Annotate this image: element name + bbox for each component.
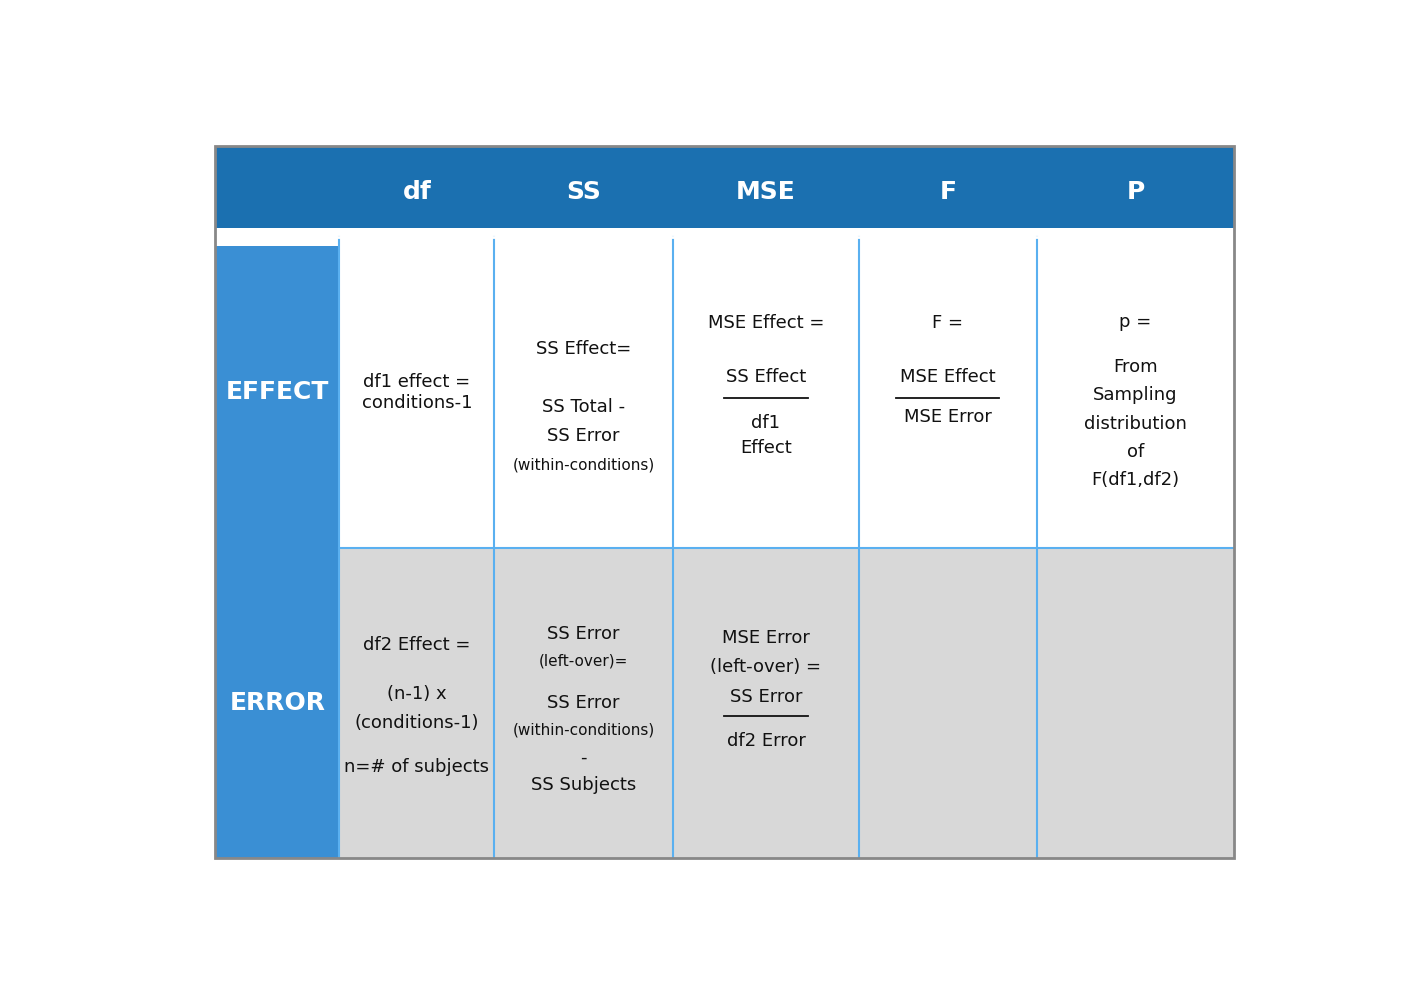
Bar (215, 548, 339, 858)
Text: SS Total -: SS Total - (542, 398, 625, 415)
Text: MSE Effect =: MSE Effect = (708, 314, 824, 332)
Bar (495, 548, 673, 858)
Text: SS: SS (566, 180, 601, 204)
Text: -: - (580, 748, 587, 766)
Text: distribution: distribution (1085, 414, 1186, 432)
Text: df: df (403, 180, 431, 204)
Text: (left-over)=: (left-over)= (539, 654, 628, 669)
Text: n=# of subjects: n=# of subjects (345, 757, 489, 775)
Bar (860, 548, 1036, 858)
Text: SS Error: SS Error (730, 688, 802, 706)
Text: MSE Error: MSE Error (904, 408, 991, 425)
Bar (215, 228, 1234, 247)
Bar (1036, 548, 1234, 858)
Text: df1 effect =
conditions-1: df1 effect = conditions-1 (362, 373, 472, 412)
Text: P: P (1127, 180, 1144, 204)
Text: MSE: MSE (737, 180, 796, 204)
Text: (left-over) =: (left-over) = (710, 658, 822, 676)
Text: MSE Error: MSE Error (723, 628, 810, 647)
Text: (n-1) x: (n-1) x (387, 685, 447, 703)
Bar (215, 146, 1234, 238)
Text: SS Effect=: SS Effect= (536, 340, 631, 358)
Text: F =: F = (932, 314, 963, 332)
Text: of: of (1127, 442, 1144, 461)
Bar (860, 238, 1036, 548)
Text: df1: df1 (751, 414, 781, 432)
Text: SS Error: SS Error (547, 625, 619, 643)
Bar (1036, 238, 1234, 548)
Text: SS Error: SS Error (547, 427, 619, 445)
Text: SS Effect: SS Effect (725, 368, 806, 386)
Text: SS Subjects: SS Subjects (530, 776, 636, 794)
Text: df2 Effect =: df2 Effect = (363, 635, 471, 653)
Text: EFFECT: EFFECT (226, 381, 329, 405)
Text: (within-conditions): (within-conditions) (512, 457, 655, 472)
Text: df2 Error: df2 Error (727, 732, 806, 749)
Text: ERROR: ERROR (229, 691, 325, 715)
Text: MSE Effect: MSE Effect (901, 368, 995, 386)
Text: (conditions-1): (conditions-1) (355, 714, 479, 732)
Text: SS Error: SS Error (547, 694, 619, 712)
Text: From: From (1113, 358, 1158, 376)
Text: Effect: Effect (740, 439, 792, 457)
Bar (215, 238, 339, 548)
Text: Sampling: Sampling (1093, 387, 1178, 405)
Bar (673, 548, 860, 858)
Bar (495, 238, 673, 548)
Text: F(df1,df2): F(df1,df2) (1092, 471, 1179, 489)
Bar (339, 548, 495, 858)
Text: p =: p = (1120, 312, 1151, 331)
Text: (within-conditions): (within-conditions) (512, 723, 655, 738)
Text: F: F (939, 180, 956, 204)
Bar (339, 238, 495, 548)
Bar (673, 238, 860, 548)
